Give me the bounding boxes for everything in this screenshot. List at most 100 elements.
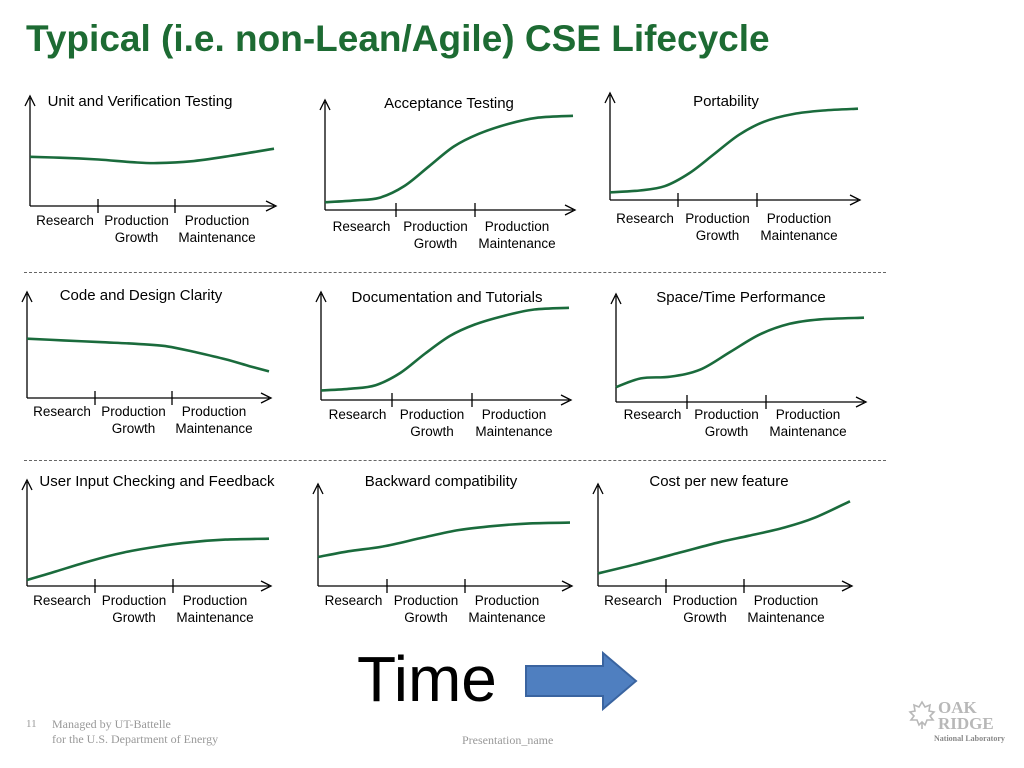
label-maintenance: Production [475, 593, 540, 608]
label-research: Research [604, 593, 662, 608]
x-axis-arrow-icon [260, 580, 273, 592]
time-arrow-icon [525, 650, 638, 712]
x-axis-arrow-icon [564, 204, 577, 216]
x-axis-arrow-icon [849, 194, 862, 206]
lifecycle-curve [324, 114, 574, 204]
panel-title: Backward compatibility [365, 473, 518, 490]
label-maintenance: Maintenance [760, 228, 837, 243]
presentation-name: Presentation_name [462, 733, 554, 747]
panel-title: Unit and Verification Testing [48, 93, 233, 110]
label-research: Research [329, 407, 387, 422]
panel-title: Space/Time Performance [656, 289, 826, 306]
lifecycle-panel: Portability Research Production Growth Produ… [604, 91, 862, 243]
label-growth: Growth [404, 610, 448, 625]
doe-line: for the U.S. Department of Energy [52, 732, 219, 746]
lifecycle-curve [317, 521, 571, 559]
label-growth: Growth [410, 424, 454, 439]
y-axis-arrow-icon [21, 478, 33, 491]
label-growth: Production [101, 404, 166, 419]
logo-ridge-text: RIDGE [938, 714, 994, 733]
y-axis-arrow-icon [315, 290, 327, 303]
label-growth: Growth [112, 610, 156, 625]
label-growth: Growth [683, 610, 727, 625]
x-axis-arrow-icon [560, 394, 573, 406]
x-axis-arrow-icon [561, 580, 574, 592]
time-label: Time [357, 643, 497, 715]
label-growth: Growth [696, 228, 740, 243]
y-axis-arrow-icon [24, 94, 36, 107]
label-research: Research [616, 211, 674, 226]
slide-number: 11 [26, 718, 37, 730]
label-maintenance: Maintenance [747, 610, 824, 625]
label-maintenance: Production [754, 593, 819, 608]
label-maintenance: Maintenance [769, 424, 846, 439]
lifecycle-curve [26, 337, 270, 373]
label-maintenance: Maintenance [175, 421, 252, 436]
label-maintenance: Maintenance [475, 424, 552, 439]
label-maintenance: Production [183, 593, 248, 608]
lifecycle-curve [29, 147, 275, 165]
lifecycle-panel: Documentation and Tutorials Research Produ… [315, 289, 573, 439]
panel-title: Cost per new feature [649, 473, 788, 490]
x-axis-arrow-icon [265, 200, 278, 212]
label-growth: Growth [414, 236, 458, 251]
lifecycle-panel: Code and Design Clarity Research Productio… [21, 287, 273, 436]
row-separator-2 [24, 460, 886, 461]
label-maintenance: Maintenance [468, 610, 545, 625]
lifecycle-curve [597, 500, 851, 575]
label-maintenance: Production [182, 404, 247, 419]
panel-title: Acceptance Testing [384, 95, 514, 112]
label-growth: Production [694, 407, 759, 422]
label-research: Research [624, 407, 682, 422]
y-axis-arrow-icon [319, 98, 331, 111]
label-maintenance: Production [776, 407, 841, 422]
logo-oak-text: OAK [938, 698, 977, 717]
lifecycle-panel: Unit and Verification Testing Research Pro… [24, 93, 278, 245]
panel-title: User Input Checking and Feedback [39, 473, 275, 490]
label-growth: Growth [112, 421, 156, 436]
y-axis-arrow-icon [592, 482, 604, 495]
label-growth: Production [394, 593, 459, 608]
lifecycle-panel: Backward compatibility Research Production… [312, 473, 574, 625]
label-maintenance: Maintenance [178, 230, 255, 245]
label-research: Research [33, 593, 91, 608]
y-axis-arrow-icon [604, 91, 616, 104]
label-research: Research [33, 404, 91, 419]
lifecycle-panel: Cost per new feature Research Production Gr… [592, 473, 854, 625]
lifecycle-curve [615, 316, 865, 389]
logo-national-laboratory: National Laboratory [934, 734, 1005, 743]
label-maintenance: Production [482, 407, 547, 422]
label-growth: Growth [705, 424, 749, 439]
lifecycle-panel: Acceptance Testing Research Production Grow… [319, 95, 577, 251]
y-axis-arrow-icon [312, 482, 324, 495]
row-separator-1 [24, 272, 886, 273]
oak-leaf-icon [908, 700, 936, 729]
page-title: Typical (i.e. non-Lean/Agile) CSE Lifecy… [26, 18, 770, 59]
x-axis-arrow-icon [855, 396, 868, 408]
label-maintenance: Production [485, 219, 550, 234]
lifecycle-curve [320, 306, 570, 392]
label-growth: Production [403, 219, 468, 234]
x-axis-arrow-icon [260, 392, 273, 404]
lifecycle-curve [26, 537, 270, 582]
label-growth: Growth [115, 230, 159, 245]
panel-title: Code and Design Clarity [60, 287, 223, 304]
label-maintenance: Maintenance [176, 610, 253, 625]
panel-title: Documentation and Tutorials [352, 289, 543, 306]
label-growth: Production [685, 211, 750, 226]
ornl-logo: OAK RIDGE National Laboratory [908, 698, 1008, 748]
label-research: Research [36, 213, 94, 228]
label-growth: Production [400, 407, 465, 422]
panel-title: Portability [693, 93, 759, 110]
managed-by-line: Managed by UT-Battelle [52, 717, 171, 731]
label-maintenance: Production [185, 213, 250, 228]
label-growth: Production [104, 213, 169, 228]
label-growth: Production [673, 593, 738, 608]
label-research: Research [333, 219, 391, 234]
lifecycle-panel: User Input Checking and Feedback Research… [21, 473, 275, 625]
lifecycle-panel: Space/Time Performance Research Production… [610, 289, 868, 439]
label-maintenance: Production [767, 211, 832, 226]
lifecycle-curve [609, 107, 859, 194]
x-axis-arrow-icon [841, 580, 854, 592]
